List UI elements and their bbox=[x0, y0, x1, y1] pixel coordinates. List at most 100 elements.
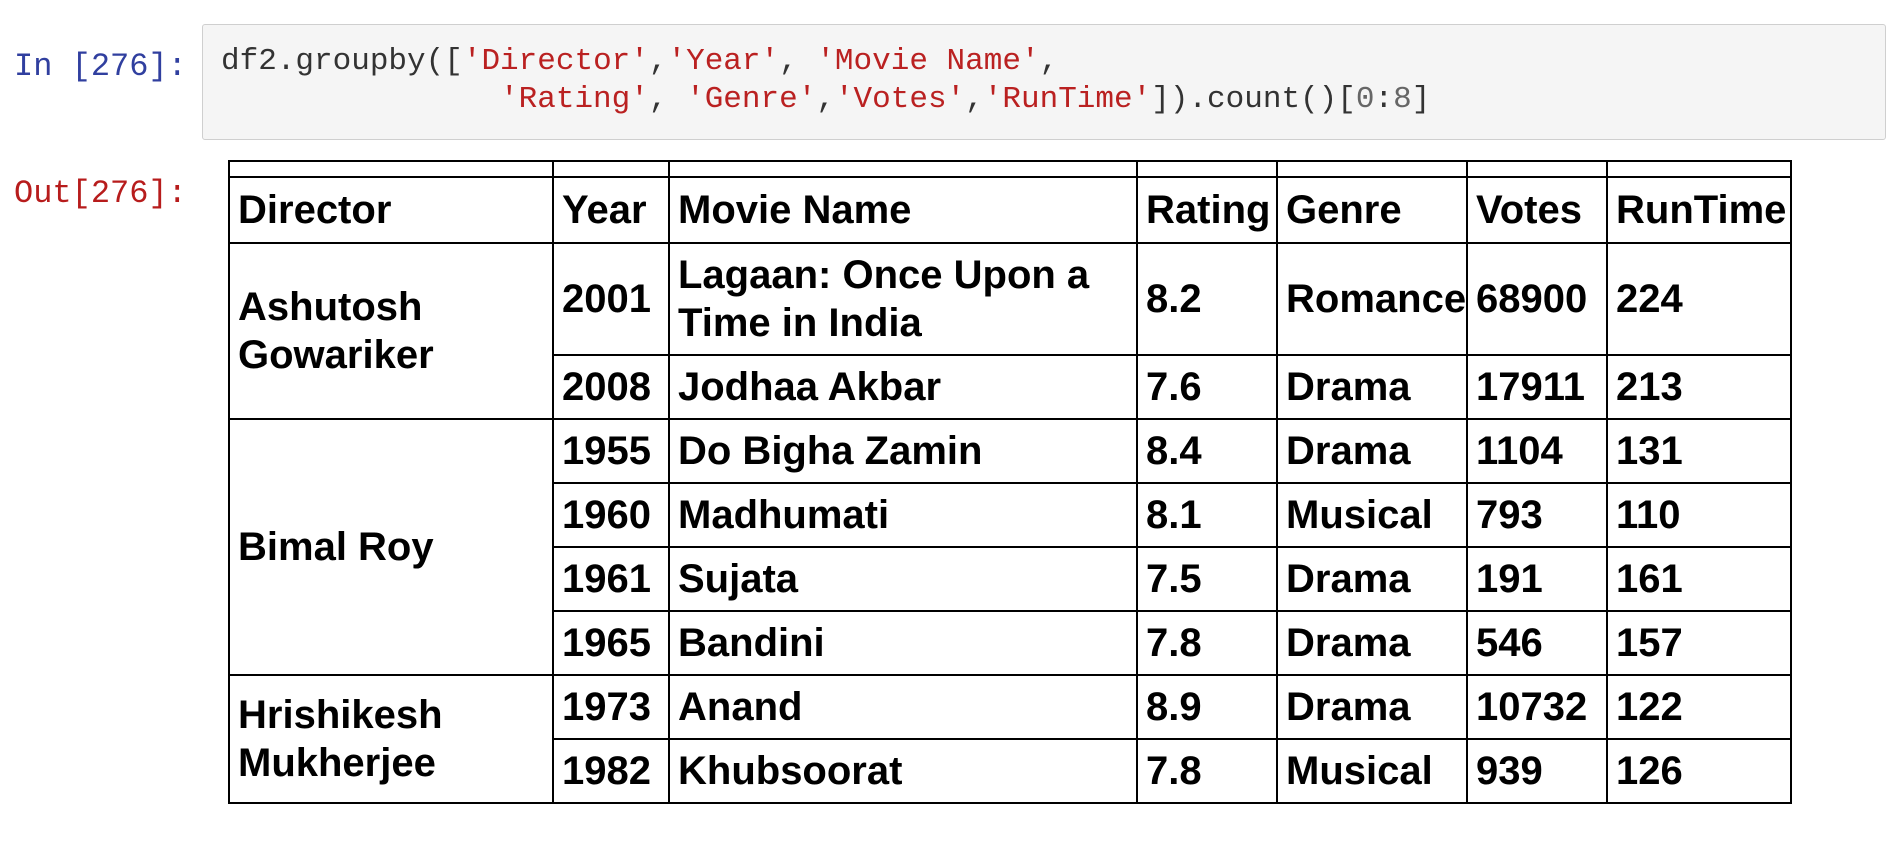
votes-cell: 191 bbox=[1466, 546, 1608, 612]
code-number-token: 8 bbox=[1393, 82, 1412, 117]
year-cell: 1973 bbox=[552, 674, 670, 740]
movie-cell: Anand bbox=[668, 674, 1138, 740]
genre-cell: Musical bbox=[1276, 738, 1468, 804]
code-token: ]).count()[ bbox=[1151, 82, 1356, 117]
votes-cell: 793 bbox=[1466, 482, 1608, 548]
code-token: , bbox=[816, 82, 835, 117]
year-cell: 1982 bbox=[552, 738, 670, 804]
code-token: : bbox=[1374, 82, 1394, 117]
runtime-cell: 161 bbox=[1606, 546, 1792, 612]
year-cell: 1961 bbox=[552, 546, 670, 612]
movie-cell: Madhumati bbox=[668, 482, 1138, 548]
code-token: , bbox=[648, 82, 687, 117]
rating-cell: 7.8 bbox=[1136, 610, 1278, 676]
code-number-token: 0 bbox=[1355, 82, 1375, 117]
runtime-cell: 126 bbox=[1606, 738, 1792, 804]
year-cell: 1960 bbox=[552, 482, 670, 548]
code-token bbox=[221, 82, 500, 117]
table-row: Ashutosh Gowariker 2001 Lagaan: Once Upon … bbox=[228, 242, 1792, 420]
code-token: , bbox=[1039, 44, 1059, 79]
code-editor[interactable]: df2.groupby(['Director','Year', 'Movie N… bbox=[221, 43, 1430, 119]
rating-cell: 8.9 bbox=[1136, 674, 1278, 740]
votes-cell: 10732 bbox=[1466, 674, 1608, 740]
empty-header-cell bbox=[1136, 160, 1278, 178]
genre-cell: Drama bbox=[1276, 354, 1468, 420]
movie-cell: Jodhaa Akbar bbox=[668, 354, 1138, 420]
year-cell: 2001 bbox=[552, 242, 670, 356]
rating-cell: 7.6 bbox=[1136, 354, 1278, 420]
column-header: Votes bbox=[1466, 176, 1608, 244]
runtime-cell: 224 bbox=[1606, 242, 1792, 356]
code-string-token: 'Genre' bbox=[686, 82, 817, 117]
runtime-cell: 213 bbox=[1606, 354, 1792, 420]
rating-cell: 7.8 bbox=[1136, 738, 1278, 804]
code-line-2: 'Rating', 'Genre','Votes','RunTime']).co… bbox=[221, 82, 1430, 117]
table-row: 1965 Bandini 7.8 Drama 546 157 bbox=[229, 610, 1792, 676]
column-header: Director bbox=[228, 176, 554, 244]
votes-cell: 939 bbox=[1466, 738, 1608, 804]
empty-header-cell bbox=[1606, 160, 1792, 178]
code-string-token: 'Rating' bbox=[500, 82, 649, 117]
genre-cell: Drama bbox=[1276, 418, 1468, 484]
year-cell: 2008 bbox=[552, 354, 670, 420]
code-token: , bbox=[965, 82, 984, 117]
code-string-token: 'Year' bbox=[667, 44, 780, 79]
director-cell: Bimal Roy bbox=[228, 418, 554, 676]
genre-cell: Drama bbox=[1276, 610, 1468, 676]
code-string-token: 'Movie Name' bbox=[816, 44, 1040, 79]
movie-cell: Bandini bbox=[668, 610, 1138, 676]
runtime-cell: 110 bbox=[1606, 482, 1792, 548]
votes-cell: 546 bbox=[1466, 610, 1608, 676]
runtime-cell: 122 bbox=[1606, 674, 1792, 740]
runtime-cell: 157 bbox=[1606, 610, 1792, 676]
empty-header-cell bbox=[1276, 160, 1468, 178]
column-header: Genre bbox=[1276, 176, 1468, 244]
rating-cell: 8.2 bbox=[1136, 242, 1278, 356]
code-cell-input[interactable]: df2.groupby(['Director','Year', 'Movie N… bbox=[202, 24, 1886, 140]
code-token: , bbox=[648, 44, 668, 79]
movie-cell: Lagaan: Once Upon a Time in India bbox=[668, 242, 1138, 356]
code-string-token: 'Director' bbox=[462, 44, 649, 79]
table-row: 1961 Sujata 7.5 Drama 191 161 bbox=[229, 546, 1792, 612]
dataframe-output-table: Director Year Movie Name Rating Genre Votes Ru… bbox=[228, 160, 1792, 804]
table-row: Hrishikesh Mukherjee 1973 Anand 8.9 Drama 107… bbox=[228, 674, 1792, 804]
table-row: 1982 Khubsoorat 7.8 Musical 939 126 bbox=[229, 738, 1792, 804]
output-prompt: Out[276]: bbox=[14, 175, 187, 212]
genre-cell: Romance bbox=[1276, 242, 1468, 356]
header-spacer-row bbox=[228, 160, 1792, 178]
year-cell: 1965 bbox=[552, 610, 670, 676]
empty-header-cell bbox=[668, 160, 1138, 178]
rating-cell: 8.1 bbox=[1136, 482, 1278, 548]
input-prompt: In [276]: bbox=[14, 48, 187, 85]
empty-header-cell bbox=[228, 160, 554, 178]
header-row: Director Year Movie Name Rating Genre Votes Ru… bbox=[228, 176, 1792, 244]
column-header: Year bbox=[552, 176, 670, 244]
dataframe-body: Director Year Movie Name Rating Genre Votes Ru… bbox=[228, 160, 1792, 804]
empty-header-cell bbox=[1466, 160, 1608, 178]
movie-cell: Khubsoorat bbox=[668, 738, 1138, 804]
code-token: df2.groupby([ bbox=[221, 44, 463, 79]
table-row: Bimal Roy 1955 Do Bigha Zamin 8.4 Drama 1104 1… bbox=[228, 418, 1792, 676]
column-header: Rating bbox=[1136, 176, 1278, 244]
genre-cell: Drama bbox=[1276, 674, 1468, 740]
column-header: RunTime bbox=[1606, 176, 1792, 244]
votes-cell: 17911 bbox=[1466, 354, 1608, 420]
empty-header-cell bbox=[552, 160, 670, 178]
genre-cell: Musical bbox=[1276, 482, 1468, 548]
rating-cell: 8.4 bbox=[1136, 418, 1278, 484]
votes-cell: 1104 bbox=[1466, 418, 1608, 484]
table-row: 1960 Madhumati 8.1 Musical 793 110 bbox=[229, 482, 1792, 548]
code-line-1: df2.groupby(['Director','Year', 'Movie N… bbox=[221, 44, 1058, 79]
rating-cell: 7.5 bbox=[1136, 546, 1278, 612]
code-token: , bbox=[779, 44, 817, 79]
code-string-token: 'Votes' bbox=[834, 82, 966, 117]
code-string-token: 'RunTime' bbox=[983, 82, 1152, 117]
table-row: 2008 Jodhaa Akbar 7.6 Drama 17911 213 bbox=[229, 354, 1792, 420]
code-token: ] bbox=[1411, 82, 1431, 117]
year-cell: 1955 bbox=[552, 418, 670, 484]
runtime-cell: 131 bbox=[1606, 418, 1792, 484]
director-cell: Hrishikesh Mukherjee bbox=[228, 674, 554, 804]
column-header: Movie Name bbox=[668, 176, 1138, 244]
votes-cell: 68900 bbox=[1466, 242, 1608, 356]
movie-cell: Do Bigha Zamin bbox=[668, 418, 1138, 484]
